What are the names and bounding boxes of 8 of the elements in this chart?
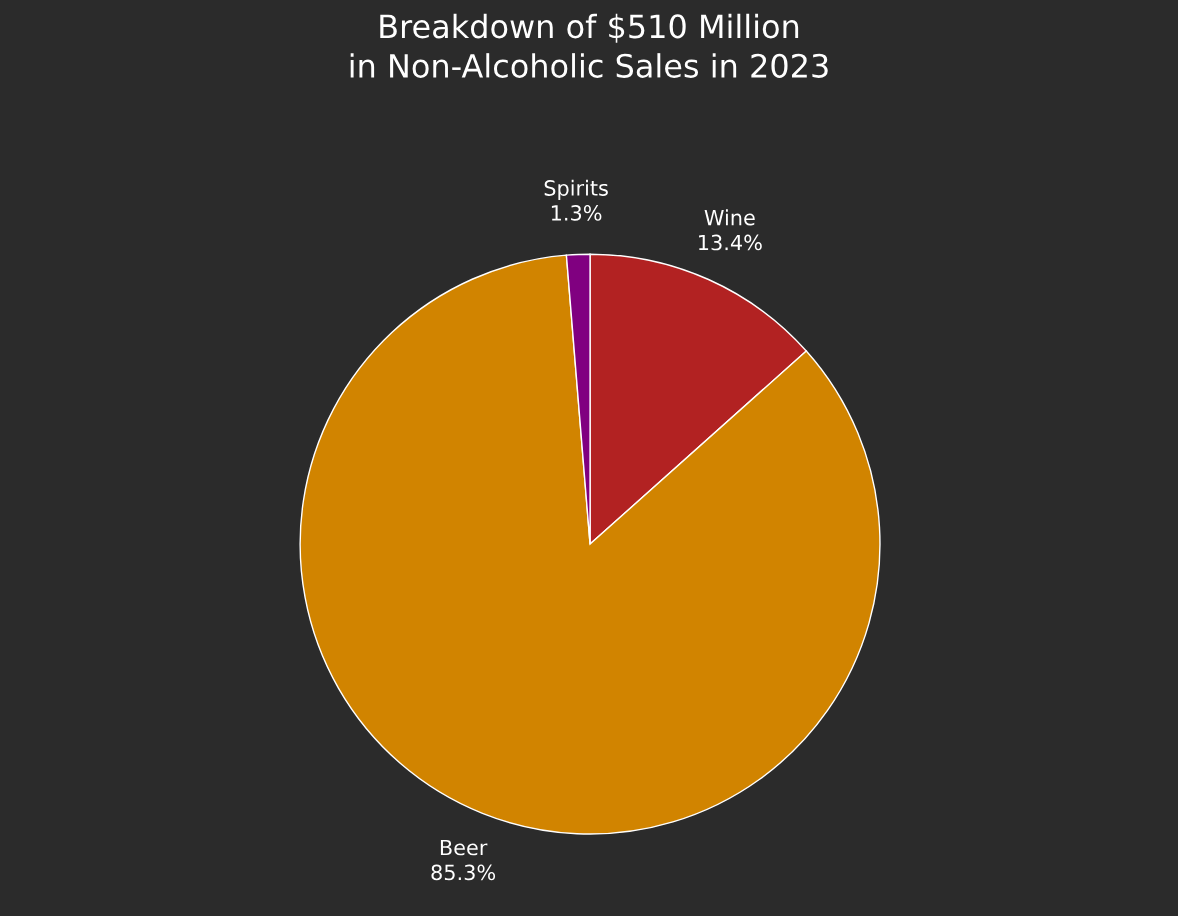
- slice-label: Spirits: [544, 179, 608, 200]
- pie-slice: [299, 254, 881, 835]
- chart-title: Breakdown of $510 Million in Non-Alcoholic Sales in 2023: [350, 13, 828, 78]
- slice-label: Wine: [704, 209, 755, 226]
- data-label: 1.3%: [551, 205, 602, 221]
- slice-label: Beer: [440, 839, 488, 856]
- data-label: 13.4%: [699, 234, 762, 251]
- data-label: 85.3%: [431, 864, 496, 881]
